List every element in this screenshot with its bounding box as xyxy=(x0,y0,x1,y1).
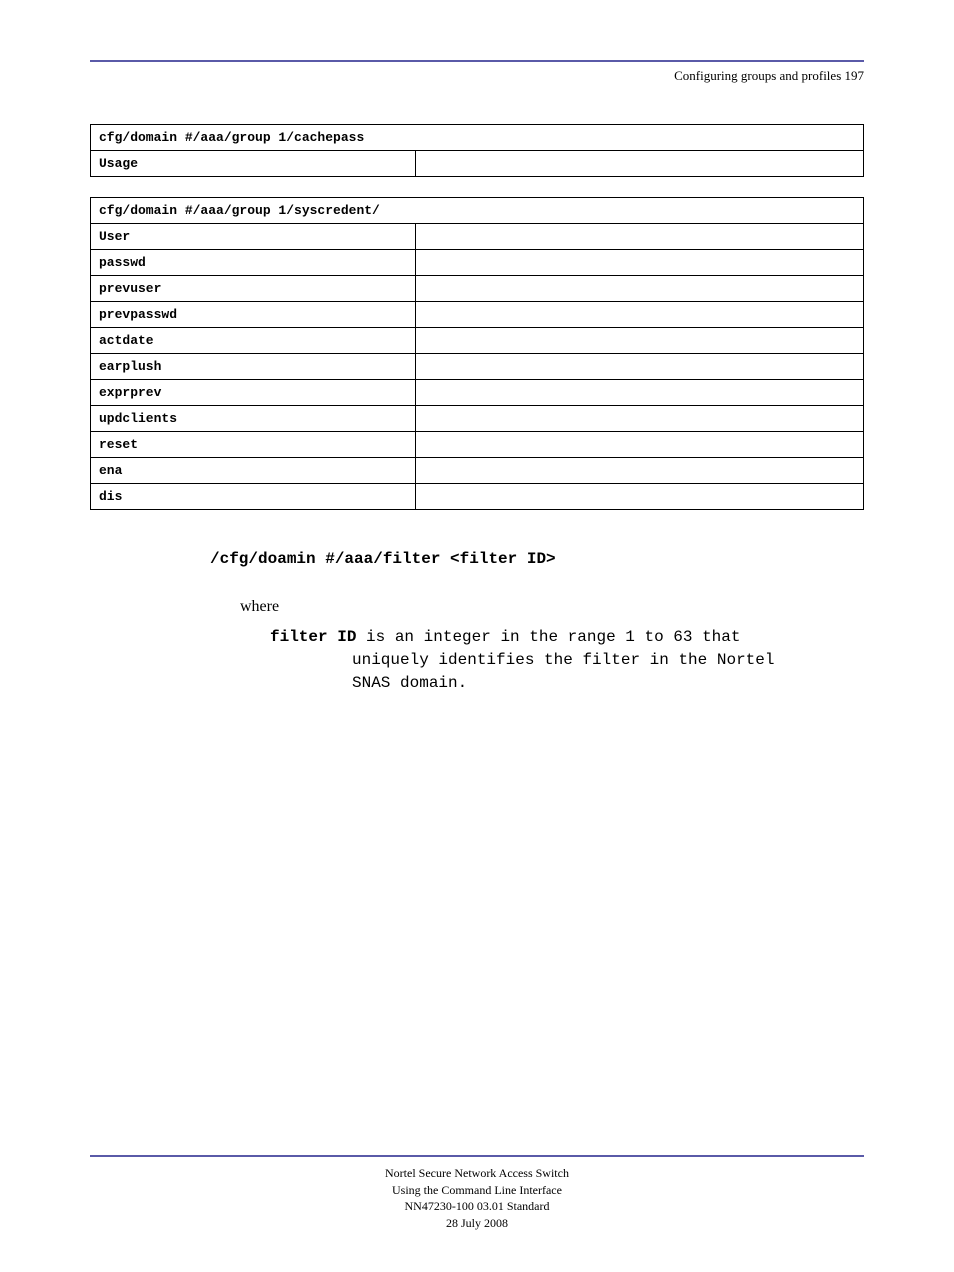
footer-line1: Nortel Secure Network Access Switch xyxy=(90,1165,864,1182)
syscredent-table: cfg/domain #/aaa/group 1/syscredent/ Use… xyxy=(90,197,864,510)
table-row: reset xyxy=(91,432,864,458)
row-label: prevuser xyxy=(91,276,416,302)
table-row: User xyxy=(91,224,864,250)
row-label: passwd xyxy=(91,250,416,276)
filter-desc-line2: uniquely identifies the filter in the No… xyxy=(352,649,864,672)
page-footer: Nortel Secure Network Access Switch Usin… xyxy=(90,1155,864,1232)
footer-line4: 28 July 2008 xyxy=(90,1215,864,1232)
table-row: earplush xyxy=(91,354,864,380)
row-label: User xyxy=(91,224,416,250)
footer-line3: NN47230-100 03.01 Standard xyxy=(90,1198,864,1215)
table-row: updclients xyxy=(91,406,864,432)
row-label: dis xyxy=(91,484,416,510)
cachepass-table: cfg/domain #/aaa/group 1/cachepass Usage xyxy=(90,124,864,177)
table-row: actdate xyxy=(91,328,864,354)
table-row: prevuser xyxy=(91,276,864,302)
header-subtitle: Configuring groups and profiles 197 xyxy=(90,68,864,84)
row-value xyxy=(415,484,863,510)
table-row: ena xyxy=(91,458,864,484)
row-label: exprprev xyxy=(91,380,416,406)
row-label: ena xyxy=(91,458,416,484)
table-row: dis xyxy=(91,484,864,510)
table-header-row: cfg/domain #/aaa/group 1/cachepass xyxy=(91,125,864,151)
row-value xyxy=(415,406,863,432)
footer-line2: Using the Command Line Interface xyxy=(90,1182,864,1199)
page-container: Configuring groups and profiles 197 cfg/… xyxy=(0,0,954,1272)
filter-id-bold: filter ID xyxy=(270,628,356,646)
row-label: Usage xyxy=(91,151,416,177)
filter-command-title: /cfg/doamin #/aaa/filter <filter ID> xyxy=(210,550,864,568)
row-value xyxy=(415,354,863,380)
row-value xyxy=(415,276,863,302)
row-label: earplush xyxy=(91,354,416,380)
filter-desc-line3: SNAS domain. xyxy=(352,672,864,695)
table-row: Usage xyxy=(91,151,864,177)
filter-where-label: where xyxy=(240,598,864,616)
table-row: passwd xyxy=(91,250,864,276)
row-value xyxy=(415,458,863,484)
table-row: prevpasswd xyxy=(91,302,864,328)
row-label: updclients xyxy=(91,406,416,432)
row-value xyxy=(415,302,863,328)
filter-desc-line1: is an integer in the range 1 to 63 that xyxy=(356,628,740,646)
row-label: actdate xyxy=(91,328,416,354)
row-value xyxy=(415,432,863,458)
row-value xyxy=(415,250,863,276)
table-row: exprprev xyxy=(91,380,864,406)
row-value xyxy=(415,380,863,406)
row-value xyxy=(415,151,863,177)
table2-title: cfg/domain #/aaa/group 1/syscredent/ xyxy=(91,198,864,224)
row-label: reset xyxy=(91,432,416,458)
table-header-row: cfg/domain #/aaa/group 1/syscredent/ xyxy=(91,198,864,224)
header-rule xyxy=(90,60,864,62)
footer-rule xyxy=(90,1155,864,1157)
footer-text-block: Nortel Secure Network Access Switch Usin… xyxy=(90,1165,864,1232)
filter-section: /cfg/doamin #/aaa/filter <filter ID> whe… xyxy=(210,550,864,696)
table1-title: cfg/domain #/aaa/group 1/cachepass xyxy=(91,125,864,151)
filter-description: filter ID is an integer in the range 1 t… xyxy=(270,626,864,696)
row-label: prevpasswd xyxy=(91,302,416,328)
row-value xyxy=(415,328,863,354)
row-value xyxy=(415,224,863,250)
